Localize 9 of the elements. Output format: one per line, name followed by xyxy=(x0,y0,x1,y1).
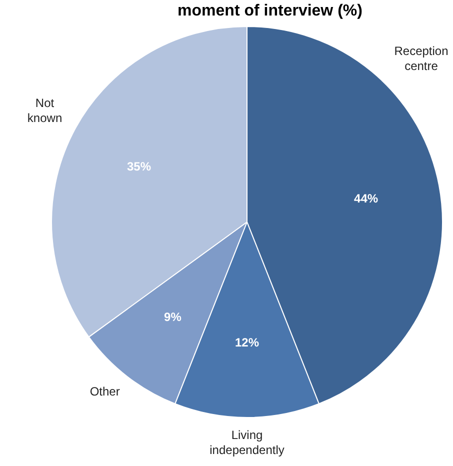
slice-label: Living independently xyxy=(210,428,284,457)
data-label: 35% xyxy=(126,159,152,174)
chart-title: moment of interview (%) xyxy=(178,2,362,20)
slice-label: Other xyxy=(90,384,120,398)
slice-label: Reception centre xyxy=(394,44,448,74)
data-label: 44% xyxy=(354,192,378,206)
slice-label: Not known xyxy=(27,96,62,126)
data-label: 9% xyxy=(164,310,182,324)
data-label: 12% xyxy=(234,336,260,350)
